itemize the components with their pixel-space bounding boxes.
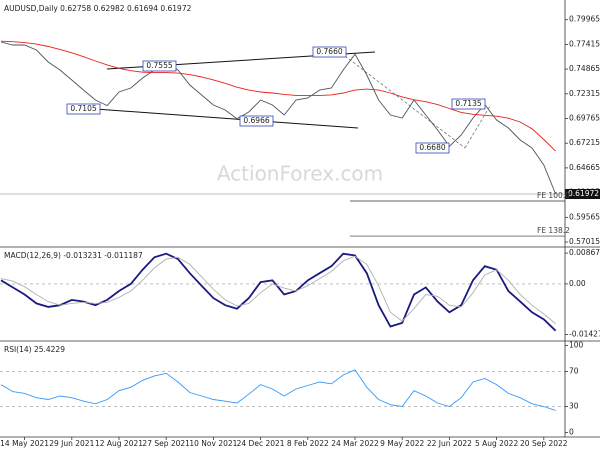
x-tick-label: 12 Aug 2021	[95, 439, 143, 448]
y-tick-label: -0.014274	[569, 330, 600, 339]
y-tick-label: 0.008673	[569, 248, 600, 257]
series-line	[0, 369, 556, 411]
y-tick-label: 0.79965	[569, 15, 600, 24]
y-tick-label: 0.64665	[569, 163, 600, 172]
annotation-box	[66, 103, 101, 115]
x-tick-label: 27 Sep 2021	[142, 439, 190, 448]
annotation: 0.7555	[146, 61, 172, 70]
annotation-box	[239, 115, 274, 127]
x-tick-label: 8 Feb 2022	[287, 439, 329, 448]
x-tick-label: 9 May 2022	[380, 439, 424, 448]
y-tick-label: 0.57015	[569, 237, 600, 246]
annotation-box	[312, 46, 347, 58]
y-tick-label: 0.00	[569, 279, 586, 288]
annotation: 0.6966	[243, 116, 269, 125]
series-line	[0, 41, 557, 195]
y-tick-label: 0	[569, 428, 574, 437]
x-tick-label: 14 May 2021	[0, 439, 49, 448]
y-tick-label: 0.59565	[569, 212, 600, 221]
x-tick-label: 5 Aug 2022	[475, 439, 518, 448]
trend-line	[67, 106, 359, 129]
watermark: ActionForex.com	[217, 162, 383, 186]
last-price-label: 0.61972	[568, 189, 599, 198]
series-line	[0, 255, 556, 324]
projection-line	[464, 105, 491, 149]
y-tick-label: 0.74865	[569, 64, 600, 73]
annotation: 0.7135	[455, 99, 481, 108]
annotation-box	[451, 98, 486, 110]
y-tick-label: 70	[569, 367, 579, 376]
y-tick-label: 30	[569, 401, 579, 410]
y-tick-label: 0.67215	[569, 138, 600, 147]
panel-title: AUDUSD,Daily 0.62758 0.62982 0.61694 0.6…	[4, 4, 192, 13]
y-tick-label: 100	[569, 340, 584, 349]
annotation: 0.7105	[70, 104, 96, 113]
series-line	[0, 40, 556, 152]
x-tick-label: 10 Nov 2021	[189, 439, 237, 448]
y-tick-label: 0.77415	[569, 39, 600, 48]
x-tick-label: 20 Sep 2022	[520, 439, 568, 448]
panel-title: RSI(14) 25.4229	[4, 345, 65, 354]
annotation: 0.6680	[419, 143, 445, 152]
panel-title: MACD(12,26,9) -0.013231 -0.011187	[4, 251, 143, 260]
y-tick-label: 0.69765	[569, 114, 600, 123]
x-tick-label: 24 Mar 2022	[331, 439, 379, 448]
annotation: 0.7660	[316, 47, 342, 56]
annotation-box	[142, 60, 177, 72]
x-tick-label: 22 Jun 2022	[427, 439, 472, 448]
series-line	[0, 252, 557, 332]
last-price-box	[565, 188, 600, 199]
x-tick-label: 29 Jun 2021	[49, 439, 94, 448]
annotation-box	[415, 142, 450, 154]
fe-label: FE 100.0	[537, 191, 570, 200]
y-tick-label: 0.72315	[569, 89, 600, 98]
fe-label: FE 138.2	[537, 226, 570, 235]
plots	[0, 40, 565, 411]
x-tick-label: 24 Dec 2021	[237, 439, 285, 448]
